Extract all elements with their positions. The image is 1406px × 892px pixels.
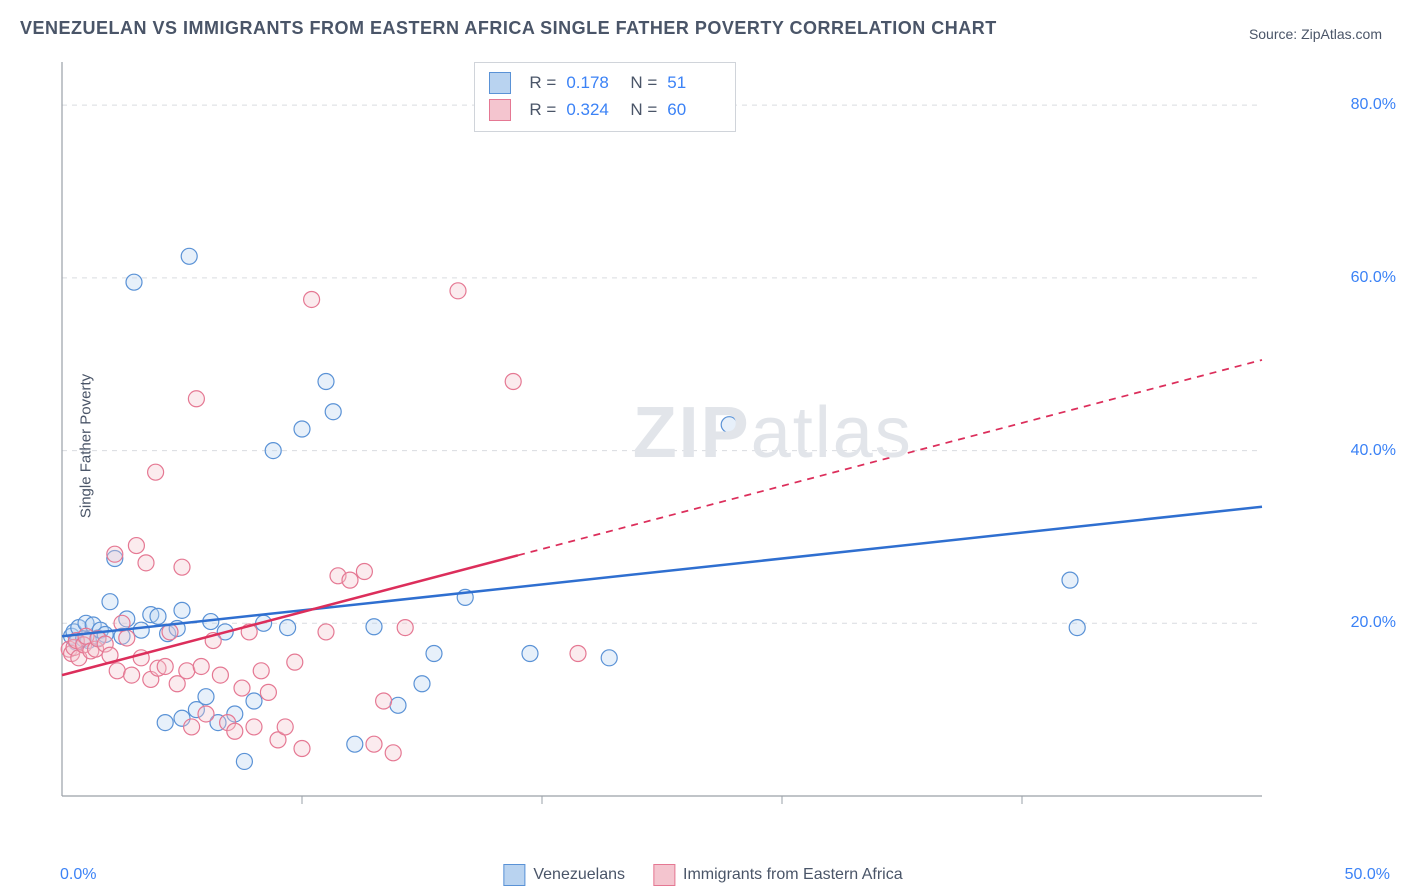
legend-swatch — [503, 864, 525, 886]
n-label: N = — [630, 96, 657, 123]
y-tick-label: 80.0% — [1351, 96, 1396, 114]
n-value: 51 — [667, 69, 721, 96]
r-label: R = — [529, 69, 556, 96]
stats-row: R = 0.178 N = 51 — [489, 69, 721, 96]
stats-row: R = 0.324 N = 60 — [489, 96, 721, 123]
source-attribution: Source: ZipAtlas.com — [1249, 26, 1382, 42]
n-label: N = — [630, 69, 657, 96]
scatter-plot — [52, 58, 1332, 828]
stats-swatch — [489, 99, 511, 121]
legend-label: Immigrants from Eastern Africa — [683, 866, 903, 883]
chart-svg — [52, 58, 1332, 828]
x-axis-min-label: 0.0% — [60, 866, 96, 884]
r-value: 0.178 — [566, 69, 620, 96]
source-prefix: Source: — [1249, 26, 1301, 42]
r-label: R = — [529, 96, 556, 123]
source-link[interactable]: ZipAtlas.com — [1301, 26, 1382, 42]
y-tick-label: 40.0% — [1351, 442, 1396, 460]
bottom-legend: Venezuelans Immigrants from Eastern Afric… — [503, 864, 902, 886]
legend-item: Venezuelans — [503, 864, 625, 886]
legend-label: Venezuelans — [533, 866, 625, 883]
stats-box: R = 0.178 N = 51 R = 0.324 N = 60 — [474, 62, 736, 132]
legend-swatch — [653, 864, 675, 886]
legend-item: Immigrants from Eastern Africa — [653, 864, 903, 886]
y-tick-label: 20.0% — [1351, 614, 1396, 632]
n-value: 60 — [667, 96, 721, 123]
chart-title: VENEZUELAN VS IMMIGRANTS FROM EASTERN AF… — [20, 18, 997, 39]
x-axis-max-label: 50.0% — [1345, 866, 1390, 884]
y-tick-label: 60.0% — [1351, 269, 1396, 287]
stats-swatch — [489, 72, 511, 94]
r-value: 0.324 — [566, 96, 620, 123]
